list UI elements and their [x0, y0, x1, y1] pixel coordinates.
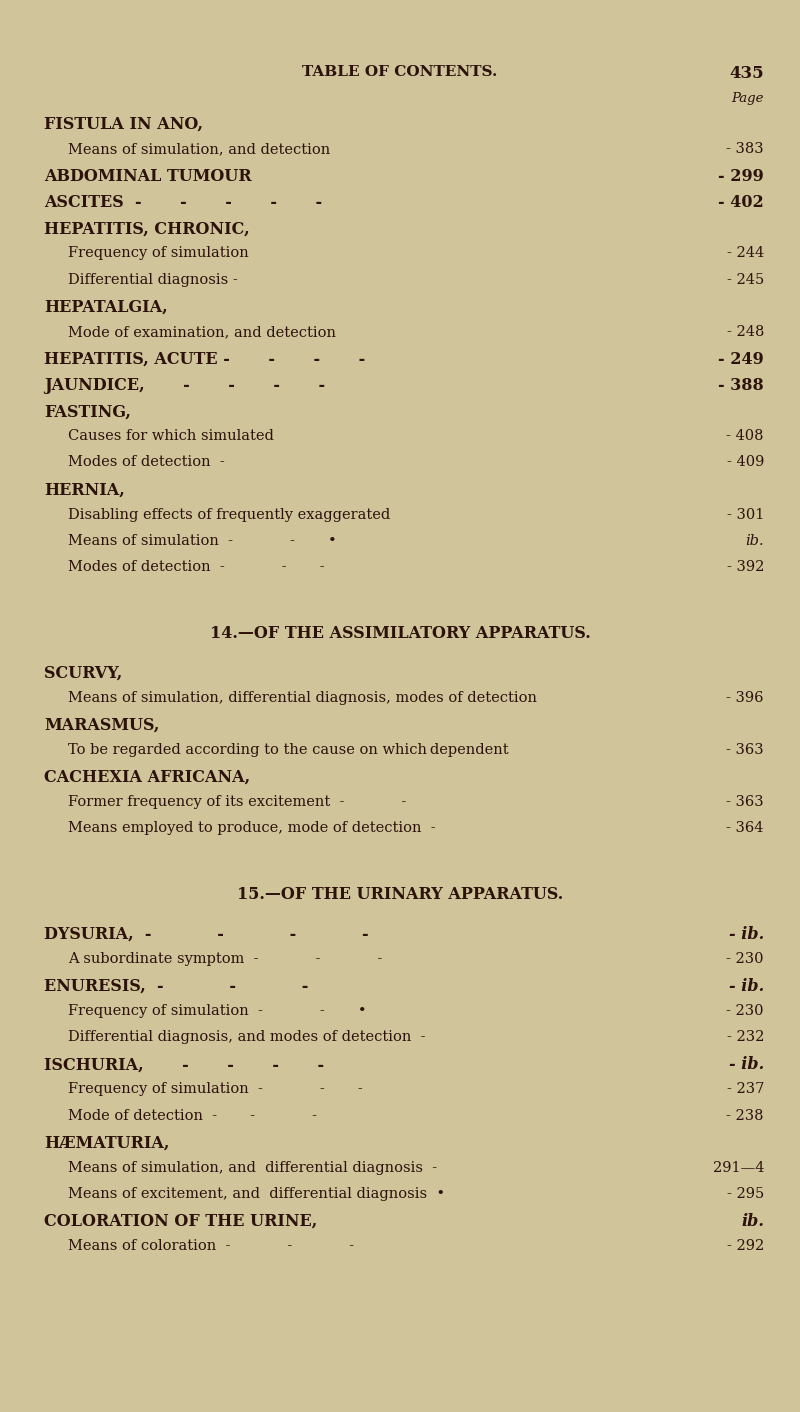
Text: - ib.: - ib.: [729, 979, 764, 995]
Text: Means of excitement, and  differential diagnosis  •: Means of excitement, and differential di…: [68, 1187, 445, 1200]
Text: - 299: - 299: [718, 168, 764, 185]
Text: Means employed to produce, mode of detection  -: Means employed to produce, mode of detec…: [68, 822, 436, 834]
Text: Modes of detection  -: Modes of detection -: [68, 456, 225, 469]
Text: - 238: - 238: [726, 1108, 764, 1123]
Text: HEPATALGIA,: HEPATALGIA,: [44, 299, 168, 316]
Text: TABLE OF CONTENTS.: TABLE OF CONTENTS.: [302, 65, 498, 79]
Text: Means of coloration  -        -        -: Means of coloration - - -: [68, 1240, 354, 1252]
Text: Means of simulation  -        -     •: Means of simulation - - •: [68, 534, 337, 548]
Text: Disabling effects of frequently exaggerated: Disabling effects of frequently exaggera…: [68, 508, 390, 521]
Text: Frequency of simulation: Frequency of simulation: [68, 247, 249, 260]
Text: - 408: - 408: [726, 429, 764, 443]
Text: 15.—OF THE URINARY APPARATUS.: 15.—OF THE URINARY APPARATUS.: [237, 887, 563, 904]
Text: - 388: - 388: [718, 377, 764, 394]
Text: ASCITES  -     -     -     -     -: ASCITES - - - - -: [44, 195, 322, 212]
Text: - 383: - 383: [726, 143, 764, 155]
Text: Frequency of simulation  -        -     •: Frequency of simulation - - •: [68, 1004, 366, 1018]
Text: - 363: - 363: [726, 743, 764, 757]
Text: HEPATITIS, ACUTE -     -     -     -: HEPATITIS, ACUTE - - - -: [44, 352, 366, 369]
Text: - 244: - 244: [726, 247, 764, 260]
Text: - 409: - 409: [726, 456, 764, 469]
Text: 291—4: 291—4: [713, 1161, 764, 1175]
Text: ENURESIS,  -        -        -: ENURESIS, - - -: [44, 979, 363, 995]
Text: HÆMATURIA,: HÆMATURIA,: [44, 1135, 170, 1152]
Text: - 363: - 363: [726, 795, 764, 809]
Text: ABDOMINAL TUMOUR: ABDOMINAL TUMOUR: [44, 168, 252, 185]
Text: FISTULA IN ANO,: FISTULA IN ANO,: [44, 116, 203, 133]
Text: - 292: - 292: [726, 1240, 764, 1252]
Text: Former frequency of its excitement  -        -: Former frequency of its excitement - -: [68, 795, 406, 809]
Text: Mode of detection  -     -        -: Mode of detection - - -: [68, 1108, 317, 1123]
Text: MARASMUS,: MARASMUS,: [44, 717, 159, 734]
Text: Modes of detection  -        -     -: Modes of detection - - -: [68, 561, 325, 573]
Text: To be regarded according to the cause on which dependent: To be regarded according to the cause on…: [68, 743, 509, 757]
Text: Differential diagnosis -: Differential diagnosis -: [68, 273, 238, 287]
Text: ISCHURIA,     -     -     -     -: ISCHURIA, - - - -: [44, 1056, 324, 1073]
Text: - 230: - 230: [726, 1004, 764, 1018]
Text: HERNIA,: HERNIA,: [44, 481, 125, 498]
Text: - 249: - 249: [718, 352, 764, 369]
Text: COLORATION OF THE URINE,: COLORATION OF THE URINE,: [44, 1213, 318, 1230]
Text: A subordinate symptom  -        -        -: A subordinate symptom - - -: [68, 952, 382, 966]
Text: Page: Page: [731, 92, 764, 106]
Text: - ib.: - ib.: [729, 926, 764, 943]
Text: - 301: - 301: [726, 508, 764, 521]
Text: Mode of examination, and detection: Mode of examination, and detection: [68, 325, 336, 339]
Text: CACHEXIA AFRICANA,: CACHEXIA AFRICANA,: [44, 770, 250, 786]
Text: DYSURIA,  -        -        -        -: DYSURIA, - - - -: [44, 926, 369, 943]
Text: - 295: - 295: [726, 1187, 764, 1200]
Text: - 392: - 392: [726, 561, 764, 573]
Text: - 402: - 402: [718, 195, 764, 212]
Text: Means of simulation, and detection: Means of simulation, and detection: [68, 143, 330, 155]
Text: ib.: ib.: [741, 1213, 764, 1230]
Text: - 232: - 232: [726, 1031, 764, 1043]
Text: Means of simulation, and  differential diagnosis  -: Means of simulation, and differential di…: [68, 1161, 437, 1175]
Text: - 248: - 248: [726, 325, 764, 339]
Text: - 245: - 245: [726, 273, 764, 287]
Text: 14.—OF THE ASSIMILATORY APPARATUS.: 14.—OF THE ASSIMILATORY APPARATUS.: [210, 626, 590, 642]
Text: JAUNDICE,     -     -     -     -: JAUNDICE, - - - -: [44, 377, 325, 394]
Text: - 237: - 237: [726, 1083, 764, 1096]
Text: FASTING,: FASTING,: [44, 404, 131, 421]
Text: - 230: - 230: [726, 952, 764, 966]
Text: SCURVY,: SCURVY,: [44, 665, 122, 682]
Text: ib.: ib.: [746, 534, 764, 548]
Text: Means of simulation, differential diagnosis, modes of detection: Means of simulation, differential diagno…: [68, 690, 537, 705]
Text: 435: 435: [730, 65, 764, 82]
Text: Differential diagnosis, and modes of detection  -: Differential diagnosis, and modes of det…: [68, 1031, 426, 1043]
Text: Causes for which simulated: Causes for which simulated: [68, 429, 274, 443]
Text: - ib.: - ib.: [729, 1056, 764, 1073]
Text: - 396: - 396: [726, 690, 764, 705]
Text: HEPATITIS, CHRONIC,: HEPATITIS, CHRONIC,: [44, 220, 250, 237]
Text: - 364: - 364: [726, 822, 764, 834]
Text: Frequency of simulation  -        -     -: Frequency of simulation - - -: [68, 1083, 362, 1096]
